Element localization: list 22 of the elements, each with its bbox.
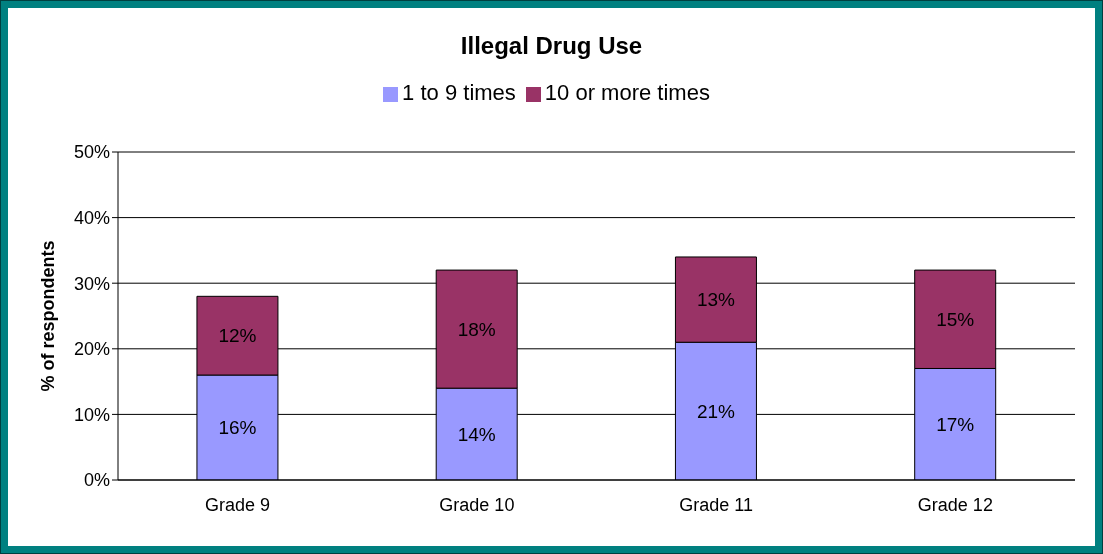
legend-label: 1 to 9 times <box>402 80 516 105</box>
y-tick-label: 30% <box>73 273 110 294</box>
y-axis-title: % of respondents <box>38 240 59 392</box>
x-tick-label: Grade 10 <box>439 494 515 515</box>
data-label: 21% <box>696 400 736 422</box>
x-tick-label: Grade 11 <box>679 494 753 515</box>
legend-label: 10 or more times <box>544 80 710 105</box>
data-label: 13% <box>696 289 736 311</box>
data-label: 18% <box>457 318 496 340</box>
y-tick-label: 10% <box>73 404 110 425</box>
chart-title: Illegal Drug Use <box>459 32 644 60</box>
data-label: 15% <box>936 308 975 330</box>
y-tick-label: 0% <box>83 470 110 491</box>
x-tick-label: Grade 12 <box>917 494 993 515</box>
data-label: 16% <box>218 417 257 439</box>
x-tick-label: Grade 9 <box>205 494 271 515</box>
data-label: 12% <box>218 325 257 347</box>
data-label: 17% <box>936 413 975 435</box>
y-tick-label: 50% <box>73 142 110 163</box>
y-tick-label: 20% <box>73 339 110 360</box>
data-label: 14% <box>457 423 496 445</box>
y-tick-label: 40% <box>73 207 110 228</box>
